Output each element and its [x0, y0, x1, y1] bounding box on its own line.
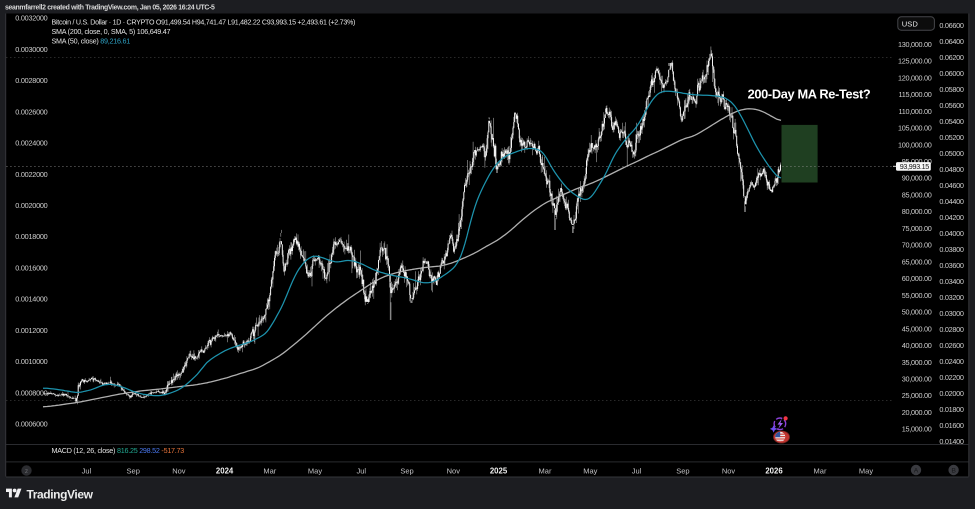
svg-text:90,000.00: 90,000.00: [902, 174, 932, 183]
svg-text:A: A: [914, 468, 919, 475]
svg-text:45,000.00: 45,000.00: [902, 324, 932, 333]
svg-text:85,000.00: 85,000.00: [902, 191, 932, 200]
svg-text:110,000.00: 110,000.00: [899, 107, 932, 116]
svg-text:2024: 2024: [216, 467, 234, 476]
svg-text:May: May: [308, 466, 322, 475]
svg-text:0.02000: 0.02000: [939, 389, 964, 398]
svg-text:0.01400: 0.01400: [939, 437, 964, 446]
svg-text:80,000.00: 80,000.00: [902, 207, 932, 216]
svg-text:100,000.00: 100,000.00: [898, 140, 932, 149]
svg-text:0.0016000: 0.0016000: [15, 263, 47, 272]
svg-text:Sep: Sep: [400, 466, 413, 475]
svg-text:0.02600: 0.02600: [939, 341, 964, 350]
svg-text:SMA (50, close) 89,216.61: SMA (50, close) 89,216.61: [52, 37, 131, 46]
svg-text:0.04000: 0.04000: [939, 229, 964, 238]
svg-text:70,000.00: 70,000.00: [902, 241, 932, 250]
svg-text:0.03200: 0.03200: [939, 293, 964, 302]
svg-text:20,000.00: 20,000.00: [902, 408, 932, 417]
svg-text:Jul: Jul: [82, 466, 92, 475]
svg-text:0.03400: 0.03400: [939, 277, 964, 286]
svg-text:0.05400: 0.05400: [939, 117, 964, 126]
svg-text:z: z: [25, 468, 28, 475]
svg-text:125,000.00: 125,000.00: [898, 57, 932, 66]
svg-text:0.06200: 0.06200: [939, 53, 964, 62]
svg-text:2026: 2026: [765, 467, 783, 476]
svg-text:2025: 2025: [490, 467, 508, 476]
svg-text:0.01800: 0.01800: [939, 405, 964, 414]
svg-text:0.06000: 0.06000: [939, 69, 964, 78]
svg-text:Nov: Nov: [722, 466, 736, 475]
svg-text:0.03600: 0.03600: [939, 261, 964, 270]
svg-text:MACD (12, 26, close) 816.25: MACD (12, 26, close) 816.25 298.52 -517.…: [52, 446, 185, 455]
svg-text:0.0014000: 0.0014000: [15, 295, 47, 304]
svg-text:0.05800: 0.05800: [939, 85, 964, 94]
svg-text:Jul: Jul: [357, 466, 367, 475]
svg-text:95,000.00: 95,000.00: [902, 157, 932, 166]
svg-text:55,000.00: 55,000.00: [902, 291, 932, 300]
svg-text:0.02800: 0.02800: [939, 325, 964, 334]
svg-text:TradingView: TradingView: [27, 487, 94, 501]
svg-text:0.0028000: 0.0028000: [15, 76, 47, 85]
svg-text:130,000.00: 130,000.00: [898, 40, 932, 49]
svg-text:Mar: Mar: [539, 466, 552, 475]
svg-text:Jul: Jul: [632, 466, 642, 475]
svg-text:USD: USD: [902, 20, 919, 29]
svg-text:200-Day MA Re-Test?: 200-Day MA Re-Test?: [748, 87, 871, 102]
svg-text:0.0020000: 0.0020000: [15, 201, 47, 210]
svg-text:0.0022000: 0.0022000: [15, 170, 47, 179]
svg-text:25,000.00: 25,000.00: [902, 391, 932, 400]
svg-text:0.0012000: 0.0012000: [15, 326, 47, 335]
svg-text:0.0026000: 0.0026000: [15, 107, 47, 116]
svg-text:50,000.00: 50,000.00: [902, 308, 932, 317]
svg-text:0.0010000: 0.0010000: [15, 357, 47, 366]
svg-text:0.02400: 0.02400: [939, 357, 964, 366]
svg-text:75,000.00: 75,000.00: [902, 224, 932, 233]
svg-text:93,993.15: 93,993.15: [900, 162, 930, 171]
svg-text:0.03800: 0.03800: [939, 245, 964, 254]
svg-text:40,000.00: 40,000.00: [902, 341, 932, 350]
svg-text:105,000.00: 105,000.00: [898, 124, 932, 133]
svg-text:35,000.00: 35,000.00: [902, 358, 932, 367]
svg-text:0.0018000: 0.0018000: [15, 232, 47, 241]
svg-text:Sep: Sep: [127, 466, 140, 475]
svg-text:0.04600: 0.04600: [939, 181, 964, 190]
svg-text:B: B: [951, 468, 956, 475]
svg-text:SMA (200, close, 0, SMA, 5) 1: SMA (200, close, 0, SMA, 5) 106,649.47: [52, 27, 171, 36]
svg-text:Mar: Mar: [814, 466, 827, 475]
svg-text:0.0032000: 0.0032000: [15, 14, 47, 23]
svg-text:0.01600: 0.01600: [939, 421, 964, 430]
svg-text:0.06600: 0.06600: [939, 21, 964, 30]
svg-text:120,000.00: 120,000.00: [898, 73, 932, 82]
svg-text:May: May: [859, 466, 873, 475]
svg-text:0.04800: 0.04800: [939, 165, 964, 174]
svg-text:0.03000: 0.03000: [939, 309, 964, 318]
svg-text:0.04200: 0.04200: [939, 213, 964, 222]
svg-text:0.0030000: 0.0030000: [15, 45, 47, 54]
svg-text:Nov: Nov: [172, 466, 186, 475]
svg-text:May: May: [583, 466, 597, 475]
svg-text:0.0008000: 0.0008000: [15, 388, 47, 397]
svg-text:30,000.00: 30,000.00: [902, 375, 932, 384]
svg-text:60,000.00: 60,000.00: [902, 274, 932, 283]
svg-text:Mar: Mar: [263, 466, 276, 475]
svg-text:0.0006000: 0.0006000: [15, 420, 47, 429]
svg-text:0.04400: 0.04400: [939, 197, 964, 206]
svg-text:0.06400: 0.06400: [939, 37, 964, 46]
svg-text:Sep: Sep: [676, 466, 689, 475]
svg-text:115,000.00: 115,000.00: [899, 90, 932, 99]
svg-text:0.0024000: 0.0024000: [15, 139, 47, 148]
svg-text:seanmfarrell2 created with Tra: seanmfarrell2 created with TradingView.c…: [5, 5, 215, 12]
svg-text:0.05200: 0.05200: [939, 133, 964, 142]
svg-text:65,000.00: 65,000.00: [902, 257, 932, 266]
svg-text:Bitcoin / U.S. Dollar · 1D · C: Bitcoin / U.S. Dollar · 1D · CRYPTO O91,…: [52, 18, 356, 26]
svg-text:0.05600: 0.05600: [939, 101, 964, 110]
svg-text:15,000.00: 15,000.00: [902, 425, 932, 434]
svg-text:0.02200: 0.02200: [939, 373, 964, 382]
svg-text:Nov: Nov: [447, 466, 461, 475]
svg-text:0.05000: 0.05000: [939, 149, 964, 158]
